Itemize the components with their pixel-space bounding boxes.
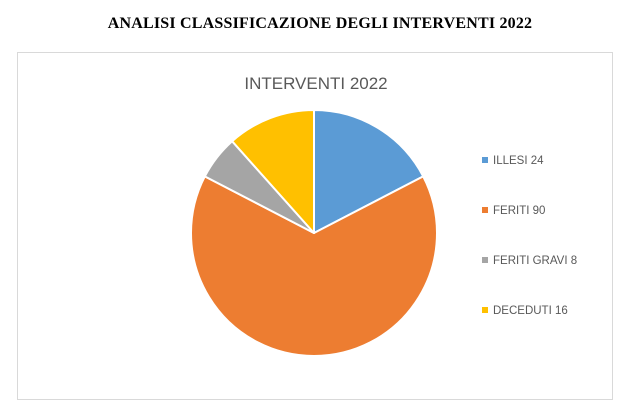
pie-chart: INTERVENTI 2022 ILLESI 24 FERITI 90 FERITI… xyxy=(190,74,577,357)
legend-swatch-feriti xyxy=(482,207,488,213)
legend-label-feriti: FERITI 90 xyxy=(493,205,545,217)
pie-slice-feriti xyxy=(190,175,438,357)
pie-slices xyxy=(190,109,438,357)
legend-swatch-illesi xyxy=(482,157,488,163)
legend-swatch-deceduti xyxy=(482,307,488,313)
pie-slice-illesi xyxy=(313,109,425,234)
page-heading: ANALISI CLASSIFICAZIONE DEGLI INTERVENTI… xyxy=(107,15,533,32)
legend-label-illesi: ILLESI 24 xyxy=(493,155,544,167)
chart-legend: ILLESI 24 FERITI 90 FERITI GRAVI 8 DECEDUTI… xyxy=(482,155,577,317)
legend-label-deceduti: DECEDUTI 16 xyxy=(493,305,568,317)
chart-title: INTERVENTI 2022 xyxy=(244,74,387,93)
legend-swatch-feriti-gravi xyxy=(482,257,488,263)
chart-area: INTERVENTI 2022 ILLESI 24 FERITI 90 FERITI… xyxy=(17,52,613,400)
legend-label-feriti-gravi: FERITI GRAVI 8 xyxy=(493,255,577,267)
pie-slice-deceduti xyxy=(231,109,315,234)
